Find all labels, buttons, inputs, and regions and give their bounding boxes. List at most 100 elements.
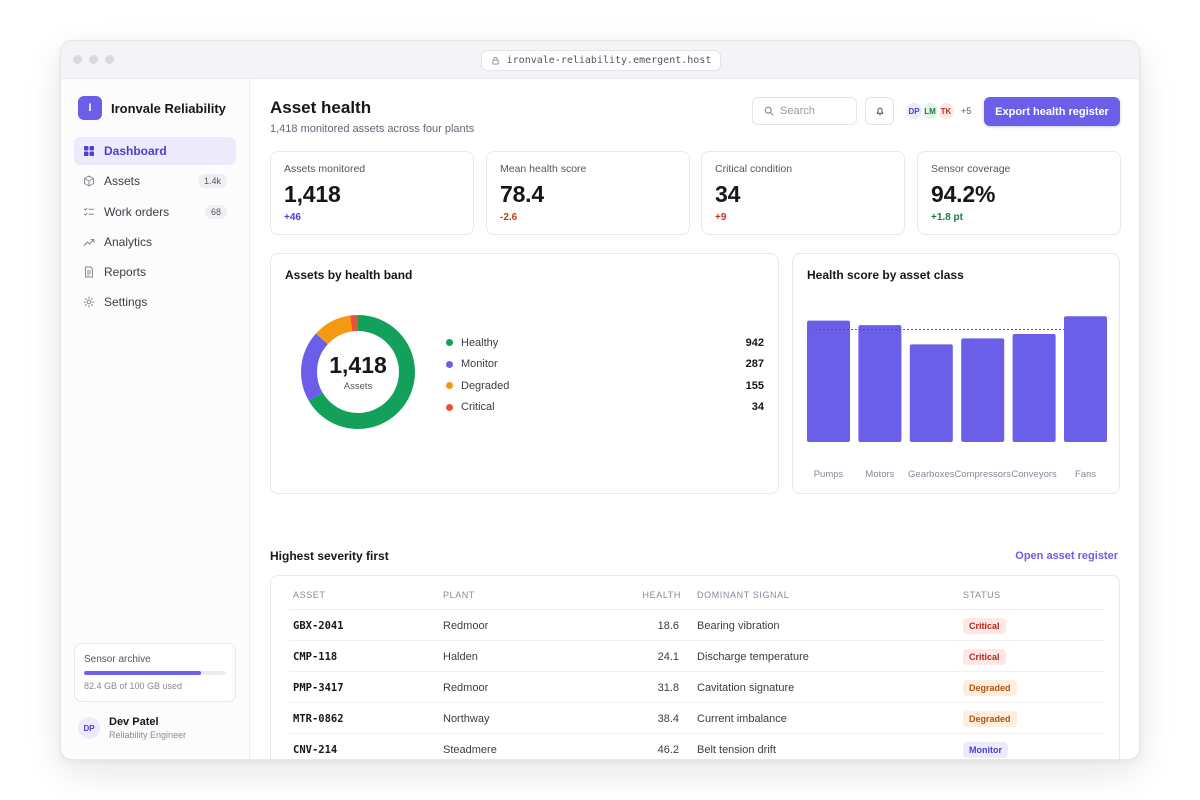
table-row[interactable]: PMP-3417 Redmoor 31.8 Cavitation signature D… <box>289 672 1105 703</box>
donut-segment-critical[interactable] <box>301 315 415 429</box>
health-band-legend: Healthy 942 Monitor 287 Degraded 155 Critical 3… <box>446 332 764 418</box>
user-profile[interactable]: DP Dev Patel Reliability Engineer <box>78 716 186 740</box>
cell-plant: Northway <box>443 713 490 725</box>
sidebar-item-label: Dashboard <box>104 144 167 158</box>
cell-signal: Cavitation signature <box>697 682 795 694</box>
status-badge: Critical <box>963 649 1006 665</box>
close-window-dot[interactable] <box>73 55 82 64</box>
x-tick-label: Compressors <box>954 469 1011 480</box>
column-header-status: STATUS <box>963 590 1001 600</box>
status-badge: Critical <box>963 618 1006 634</box>
column-header-dominant-signal: DOMINANT SIGNAL <box>697 590 790 600</box>
cell-signal: Bearing vibration <box>697 620 780 632</box>
search-input[interactable]: Search <box>752 97 857 125</box>
window-controls <box>73 55 114 64</box>
archive-progress-fill <box>84 671 201 675</box>
legend-item-healthy: Healthy 942 <box>446 332 764 354</box>
kpi-value: 78.4 <box>500 181 544 207</box>
x-tick-label: Gearboxes <box>908 469 955 480</box>
kpi-card-assets-monitored: Assets monitored 1,418 +46 <box>270 151 474 235</box>
sidebar-item-dashboard[interactable]: Dashboard <box>74 137 236 165</box>
donut-segment-monitor[interactable] <box>301 315 415 429</box>
cell-asset[interactable]: PMP-3417 <box>293 682 344 694</box>
table-row[interactable]: CMP-118 Halden 24.1 Discharge temperature Cr… <box>289 641 1105 672</box>
legend-value: 942 <box>745 336 764 349</box>
bell-icon <box>876 107 883 116</box>
kpi-label: Assets monitored <box>284 163 366 175</box>
asset-class-chart-card: Health score by asset class Pumps Motors G… <box>792 253 1120 494</box>
legend-dot <box>446 339 453 347</box>
document-icon <box>85 266 93 278</box>
cell-asset[interactable]: CNV-214 <box>293 744 338 756</box>
gear-icon <box>83 296 95 308</box>
bar-gearboxes[interactable] <box>909 344 953 442</box>
bar-compressors[interactable] <box>961 338 1005 442</box>
cell-plant: Steadmere <box>443 744 497 756</box>
sidebar-item-reports[interactable]: Reports <box>74 258 236 286</box>
bar-fans[interactable] <box>1064 316 1107 442</box>
browser-titlebar: ironvale-reliability.emergent.host <box>61 41 1139 79</box>
url-text: ironvale-reliability.emergent.host <box>506 55 712 66</box>
more-avatars-count[interactable]: +5 <box>961 106 972 116</box>
table-row[interactable]: CNV-214 Steadmere 46.2 Belt tension drift Mo… <box>289 734 1105 759</box>
kpi-delta: +9 <box>715 212 727 223</box>
cell-health: 46.2 <box>657 744 679 756</box>
user-role: Reliability Engineer <box>109 730 187 740</box>
legend-dot <box>446 360 453 368</box>
open-asset-register-link[interactable]: Open asset register <box>1015 550 1118 562</box>
sensor-archive-card: Sensor archive 82.4 GB of 100 GB used <box>74 643 236 702</box>
legend-item-critical: Critical 34 <box>446 397 764 419</box>
x-tick-label: Fans <box>1075 469 1096 480</box>
avatar: DP <box>78 717 100 739</box>
team-avatars[interactable]: DP LM TK +5 <box>904 101 971 121</box>
column-header-asset: ASSET <box>293 590 326 600</box>
legend-item-degraded: Degraded 155 <box>446 375 764 397</box>
sidebar-item-settings[interactable]: Settings <box>74 288 236 316</box>
grid-icon <box>84 146 94 156</box>
cell-asset[interactable]: MTR-0862 <box>293 713 344 725</box>
minimize-window-dot[interactable] <box>89 55 98 64</box>
status-badge: Degraded <box>963 711 1017 727</box>
x-tick-label: Pumps <box>814 469 844 480</box>
kpi-card-critical-condition: Critical condition 34 +9 <box>701 151 905 235</box>
sidebar-nav: Dashboard Assets 1.4k Work orders 68 Analytic… <box>74 137 236 319</box>
sidebar-item-assets[interactable]: Assets 1.4k <box>74 167 236 195</box>
cell-plant: Halden <box>443 651 478 663</box>
kpi-delta: +46 <box>284 212 301 223</box>
table-row[interactable]: MTR-0862 Northway 38.4 Current imbalance Deg… <box>289 703 1105 734</box>
sidebar-item-label: Assets <box>104 174 141 189</box>
kpi-delta: -2.6 <box>500 212 518 223</box>
table-header: ASSET PLANT HEALTH DOMINANT SIGNAL STATUS <box>289 588 1105 610</box>
donut-chart <box>301 315 415 429</box>
team-avatar[interactable]: DP <box>904 101 924 121</box>
health-band-title: Assets by health band <box>285 268 413 282</box>
archive-used-text: 82.4 GB of 100 GB used <box>84 681 183 691</box>
cell-asset[interactable]: CMP-118 <box>293 651 338 663</box>
bar-pumps[interactable] <box>807 320 850 442</box>
kpi-value: 1,418 <box>284 181 341 207</box>
sidebar: I Ironvale Reliability Dashboard Assets 1.… <box>61 79 250 759</box>
cell-health: 24.1 <box>657 651 679 663</box>
donut-total: 1,418 <box>329 352 387 378</box>
brand[interactable]: I Ironvale Reliability <box>78 96 226 120</box>
address-bar[interactable]: ironvale-reliability.emergent.host <box>481 50 721 71</box>
sidebar-item-badge: 1.4k <box>197 174 227 189</box>
search-icon <box>764 106 774 116</box>
bar-motors[interactable] <box>858 325 902 442</box>
x-tick-label: Conveyors <box>1011 469 1057 480</box>
browser-window: ironvale-reliability.emergent.host I Iro… <box>60 40 1140 760</box>
maximize-window-dot[interactable] <box>105 55 114 64</box>
kpi-delta: +1.8 pt <box>931 212 963 223</box>
sidebar-item-badge: 68 <box>204 204 227 219</box>
kpi-card-mean-health-score: Mean health score 78.4 -2.6 <box>486 151 690 235</box>
cell-asset[interactable]: GBX-2041 <box>293 620 344 632</box>
export-health-register-button[interactable]: Export health register <box>984 97 1120 126</box>
table-row[interactable]: GBX-2041 Redmoor 18.6 Bearing vibration Crit… <box>289 610 1105 641</box>
bar-conveyors[interactable] <box>1012 333 1056 442</box>
notifications-button[interactable] <box>865 97 894 125</box>
cube-icon <box>84 175 94 187</box>
team-avatar[interactable]: TK <box>936 101 956 121</box>
sidebar-item-analytics[interactable]: Analytics <box>74 228 236 256</box>
sidebar-item-work-orders[interactable]: Work orders 68 <box>74 198 236 226</box>
kpi-value: 34 <box>715 181 741 207</box>
